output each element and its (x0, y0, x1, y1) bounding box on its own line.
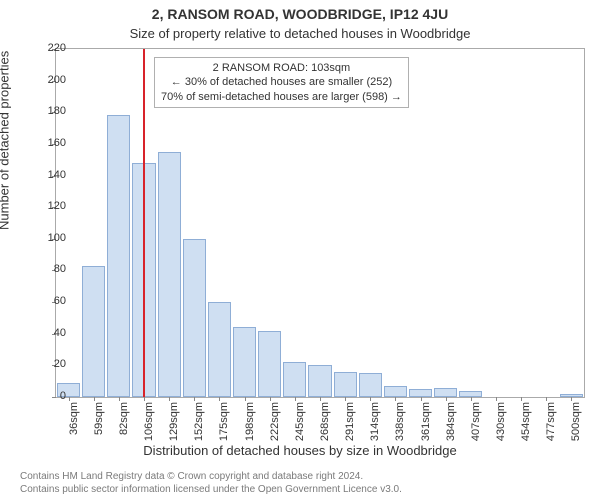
footer-line-2: Contains public sector information licen… (20, 484, 402, 497)
xtick (270, 397, 271, 401)
bar (384, 386, 407, 397)
xtick-label: 222sqm (269, 402, 281, 442)
xtick (370, 397, 371, 401)
xtick-label: 291sqm (344, 402, 356, 442)
xtick (119, 397, 120, 401)
xtick-label: 59sqm (93, 402, 105, 442)
bar (409, 389, 432, 397)
xtick (320, 397, 321, 401)
annotation-line-2: ← 30% of detached houses are smaller (25… (161, 75, 402, 89)
bar (107, 115, 130, 397)
xtick-label: 430sqm (495, 402, 507, 442)
xtick (421, 397, 422, 401)
bar (359, 373, 382, 397)
xtick (345, 397, 346, 401)
xtick-label: 129sqm (168, 402, 180, 442)
xtick-label: 268sqm (319, 402, 331, 442)
bar (208, 302, 231, 397)
xtick (194, 397, 195, 401)
xtick-label: 338sqm (394, 402, 406, 442)
xtick (446, 397, 447, 401)
ytick-label: 100 (48, 232, 66, 244)
ytick-label: 160 (48, 137, 66, 149)
xtick (521, 397, 522, 401)
ytick-label: 180 (48, 105, 66, 117)
footer: Contains HM Land Registry data © Crown c… (20, 471, 402, 496)
ytick-label: 200 (48, 74, 66, 86)
bar (283, 362, 306, 397)
annotation-line-3: 70% of semi-detached houses are larger (… (161, 90, 402, 104)
xtick (546, 397, 547, 401)
xtick-label: 82sqm (118, 402, 130, 442)
xtick-label: 407sqm (470, 402, 482, 442)
bar (258, 331, 281, 397)
chart-subtitle: Size of property relative to detached ho… (0, 26, 600, 41)
bar (434, 388, 457, 397)
xtick-label: 454sqm (520, 402, 532, 442)
marker-line (143, 49, 145, 397)
chart-title: 2, RANSOM ROAD, WOODBRIDGE, IP12 4JU (0, 6, 600, 22)
ytick (52, 397, 56, 398)
x-axis-label: Distribution of detached houses by size … (0, 443, 600, 458)
xtick-label: 106sqm (143, 402, 155, 442)
bar (233, 327, 256, 397)
xtick-label: 245sqm (294, 402, 306, 442)
xtick-label: 198sqm (244, 402, 256, 442)
xtick (69, 397, 70, 401)
xtick (169, 397, 170, 401)
ytick-label: 40 (54, 327, 66, 339)
xtick (395, 397, 396, 401)
ytick-label: 0 (60, 390, 66, 402)
plot-area: 2 RANSOM ROAD: 103sqm ← 30% of detached … (55, 48, 585, 398)
xtick-label: 477sqm (545, 402, 557, 442)
xtick (144, 397, 145, 401)
xtick (94, 397, 95, 401)
xtick (219, 397, 220, 401)
footer-line-1: Contains HM Land Registry data © Crown c… (20, 471, 402, 484)
xtick-label: 361sqm (420, 402, 432, 442)
ytick-label: 220 (48, 42, 66, 54)
ytick-label: 80 (54, 263, 66, 275)
ytick-label: 20 (54, 358, 66, 370)
xtick-label: 175sqm (218, 402, 230, 442)
xtick-label: 384sqm (445, 402, 457, 442)
ytick-label: 120 (48, 200, 66, 212)
xtick-label: 152sqm (193, 402, 205, 442)
xtick (295, 397, 296, 401)
bar (308, 365, 331, 397)
ytick-label: 140 (48, 169, 66, 181)
xtick (496, 397, 497, 401)
annotation-line-1: 2 RANSOM ROAD: 103sqm (161, 61, 402, 75)
y-axis-label: Number of detached properties (0, 51, 12, 230)
bar (82, 266, 105, 397)
xtick-label: 36sqm (68, 402, 80, 442)
xtick-label: 314sqm (369, 402, 381, 442)
bar (158, 152, 181, 397)
bar (183, 239, 206, 397)
xtick-label: 500sqm (570, 402, 582, 442)
annotation-box: 2 RANSOM ROAD: 103sqm ← 30% of detached … (154, 57, 409, 108)
ytick-label: 60 (54, 295, 66, 307)
xtick (571, 397, 572, 401)
bar (334, 372, 357, 397)
xtick (471, 397, 472, 401)
xtick (245, 397, 246, 401)
